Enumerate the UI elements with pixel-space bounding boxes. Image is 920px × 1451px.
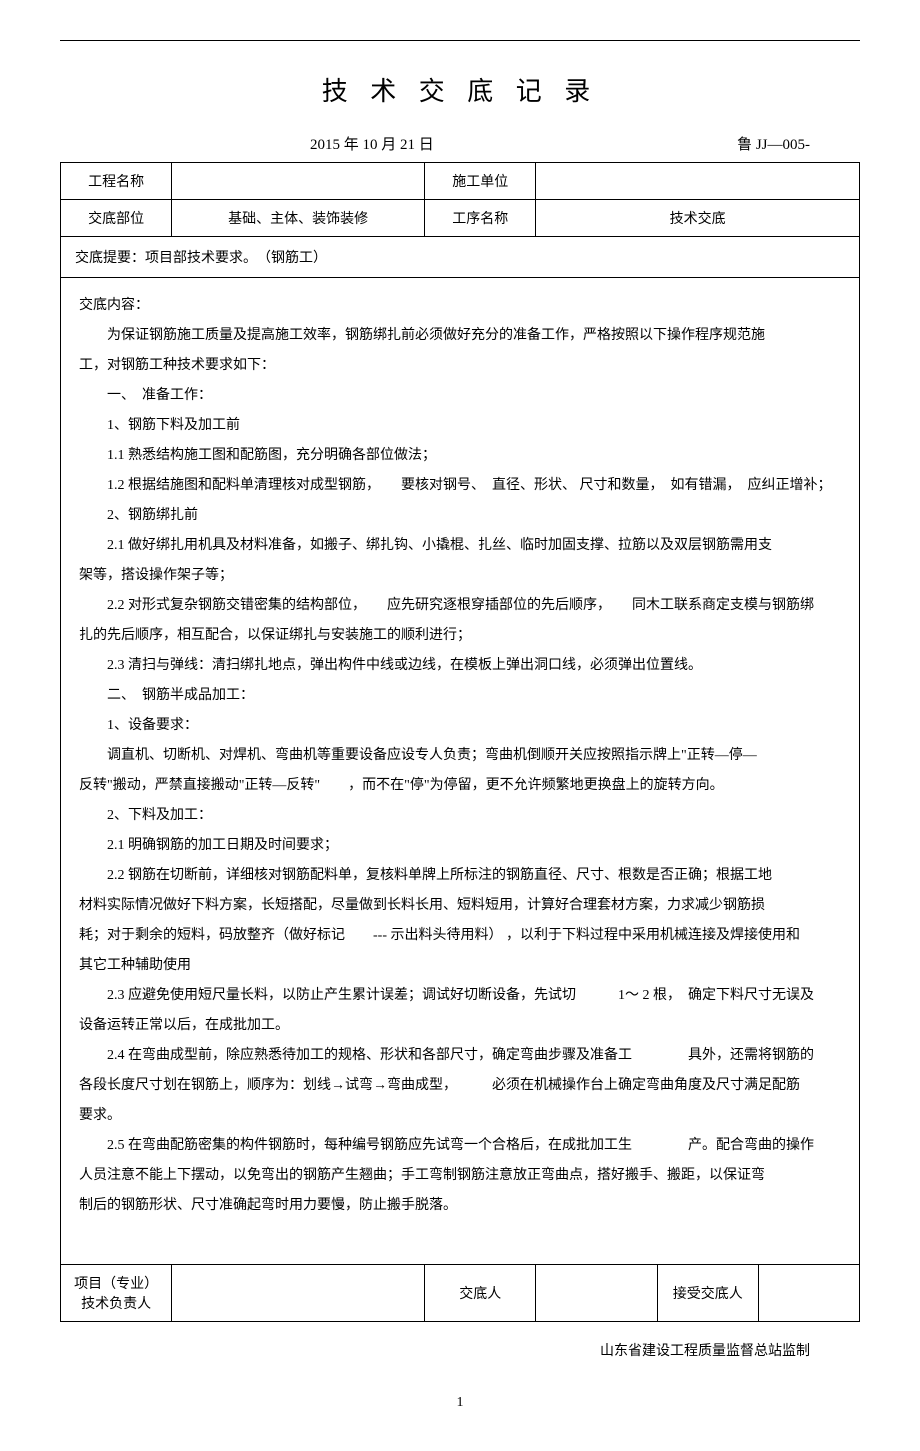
receiver-value <box>758 1265 859 1322</box>
content-s1-2-1: 2.1 做好绑扎用机具及材料准备，如搬子、绑扎钩、小撬棍、扎丝、临时加固支撑、拉… <box>79 532 841 560</box>
content-s2-2-2c: 耗；对于剩余的短料，码放整齐（做好标记 --- 示出料头待用料） ，以利于下料过… <box>79 922 841 950</box>
content-s2-1a: 调直机、切断机、对焊机、弯曲机等重要设备应设专人负责；弯曲机倒顺开关应按照指示牌… <box>79 742 841 770</box>
content-s1-2-2b: 扎的先后顺序，相互配合，以保证绑扎与安装施工的顺利进行； <box>79 622 841 650</box>
signature-row: 项目（专业） 技术负责人 交底人 接受交底人 <box>61 1265 860 1322</box>
discloser-label: 交底人 <box>425 1265 536 1322</box>
content-s2-2-2: 2.2 钢筋在切断前，详细核对钢筋配料单，复核料单牌上所标注的钢筋直径、尺寸、根… <box>79 862 841 890</box>
header-row-1: 工程名称 施工单位 <box>61 163 860 200</box>
content-cell: 交底内容： 为保证钢筋施工质量及提高施工效率，钢筋绑扎前必须做好充分的准备工作，… <box>61 278 860 1265</box>
main-table: 工程名称 施工单位 交底部位 基础、主体、装饰装修 工序名称 技术交底 交底提要… <box>60 162 860 1322</box>
project-name-label: 工程名称 <box>61 163 172 200</box>
header-rule <box>60 40 860 41</box>
process-name-value: 技术交底 <box>536 200 860 237</box>
construction-unit-value <box>536 163 860 200</box>
content-s1-1-2: 1.2 根据结施图和配料单清理核对成型钢筋， 要核对钢号、 直径、形状、 尺寸和… <box>79 472 841 500</box>
content-s2-2: 2、下料及加工： <box>79 802 841 830</box>
construction-unit-label: 施工单位 <box>425 163 536 200</box>
content-s1-1-1: 1.1 熟悉结构施工图和配筋图，充分明确各部位做法； <box>79 442 841 470</box>
content-p2: 工，对钢筋工种技术要求如下： <box>79 352 841 380</box>
content-s2-2-5b: 人员注意不能上下摆动，以免弯出的钢筋产生翘曲；手工弯制钢筋注意放正弯曲点，搭好搬… <box>79 1162 841 1190</box>
disclosure-part-value: 基础、主体、装饰装修 <box>172 200 425 237</box>
content-s2-2-3b: 设备运转正常以后，在成批加工。 <box>79 1012 841 1040</box>
content-s2-2-5c: 制后的钢筋形状、尺寸准确起弯时用力要慢，防止搬手脱落。 <box>79 1192 841 1220</box>
tech-leader-line2: 技术负责人 <box>73 1293 159 1313</box>
content-s2-2-2d: 其它工种辅助使用 <box>79 952 841 980</box>
content-s2: 二、 钢筋半成品加工： <box>79 682 841 710</box>
content-s1-2-2: 2.2 对形式复杂钢筋交错密集的结构部位， 应先研究逐根穿插部位的先后顺序， 同… <box>79 592 841 620</box>
tech-leader-value <box>172 1265 425 1322</box>
project-name-value <box>172 163 425 200</box>
content-s2-2-4: 2.4 在弯曲成型前，除应熟悉待加工的规格、形状和各部尺寸，确定弯曲步骤及准备工… <box>79 1042 841 1070</box>
process-name-label: 工序名称 <box>425 200 536 237</box>
content-s2-2-5: 2.5 在弯曲配筋密集的构件钢筋时，每种编号钢筋应先试弯一个合格后，在成批加工生… <box>79 1132 841 1160</box>
document-code: 鲁 JJ—005- <box>737 133 810 154</box>
tech-leader-line1: 项目（专业） <box>73 1273 159 1293</box>
content-s2-2-1: 2.1 明确钢筋的加工日期及时间要求； <box>79 832 841 860</box>
content-p1: 为保证钢筋施工质量及提高施工效率，钢筋绑扎前必须做好充分的准备工作，严格按照以下… <box>79 322 841 350</box>
summary-row: 交底提要：项目部技术要求。 （钢筋工） <box>61 237 860 278</box>
document-date: 2015 年 10 月 21 日 <box>310 133 434 154</box>
discloser-value <box>536 1265 657 1322</box>
receiver-label: 接受交底人 <box>657 1265 758 1322</box>
content-s2-2-3: 2.3 应避免使用短尺量长料，以防止产生累计误差；调试好切断设备，先试切 1～ … <box>79 982 841 1010</box>
content-s1-2: 2、钢筋绑扎前 <box>79 502 841 530</box>
header-row-2: 交底部位 基础、主体、装饰装修 工序名称 技术交底 <box>61 200 860 237</box>
tech-leader-label: 项目（专业） 技术负责人 <box>61 1265 172 1322</box>
content-s1: 一、 准备工作： <box>79 382 841 410</box>
content-s2-1: 1、设备要求： <box>79 712 841 740</box>
content-s2-2-2b: 材料实际情况做好下料方案，长短搭配，尽量做到长料长用、短料短用，计算好合理套材方… <box>79 892 841 920</box>
content-s2-2-4c: 要求。 <box>79 1102 841 1130</box>
content-s2-1b: 反转"搬动，严禁直接搬动"正转—反转" ，而不在"停"为停留，更不允许频繁地更换… <box>79 772 841 800</box>
content-s1-1: 1、钢筋下料及加工前 <box>79 412 841 440</box>
content-s1-2-1b: 架等，搭设操作架子等； <box>79 562 841 590</box>
content-spacer <box>79 1222 841 1252</box>
document-title: 技 术 交 底 记 录 <box>60 71 860 108</box>
footer-text: 山东省建设工程质量监督总站监制 <box>60 1340 860 1360</box>
date-code-row: 2015 年 10 月 21 日 鲁 JJ—005- <box>60 133 860 154</box>
content-heading: 交底内容： <box>79 292 841 320</box>
content-s1-2-3: 2.3 清扫与弹线：清扫绑扎地点，弹出构件中线或边线，在模板上弹出洞口线，必须弹… <box>79 652 841 680</box>
summary-text: 交底提要：项目部技术要求。 （钢筋工） <box>61 237 860 278</box>
disclosure-part-label: 交底部位 <box>61 200 172 237</box>
page-number: 1 <box>60 1395 860 1411</box>
content-row: 交底内容： 为保证钢筋施工质量及提高施工效率，钢筋绑扎前必须做好充分的准备工作，… <box>61 278 860 1265</box>
content-s2-2-4b: 各段长度尺寸划在钢筋上，顺序为：划线→试弯→弯曲成型， 必须在机械操作台上确定弯… <box>79 1072 841 1100</box>
